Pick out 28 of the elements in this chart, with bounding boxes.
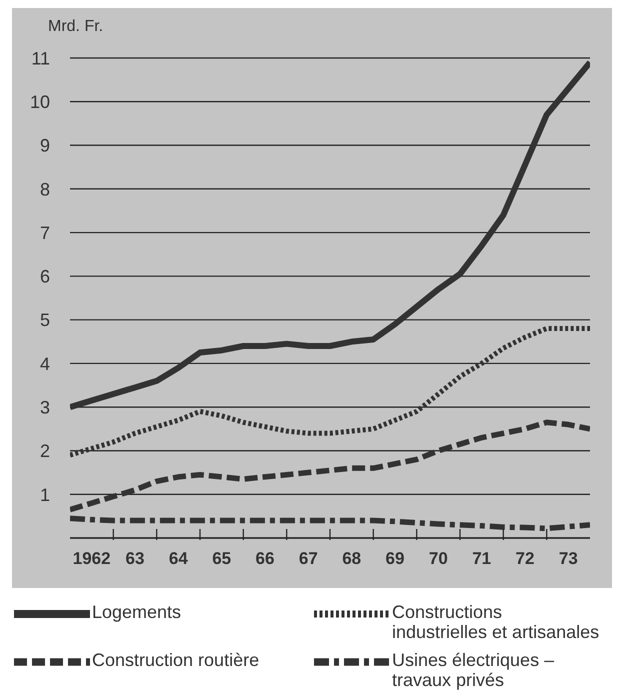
y-tick-label: 9 <box>40 136 50 156</box>
x-tick-label: 69 <box>386 549 404 568</box>
y-tick-label: 11 <box>31 48 50 68</box>
x-tick-label: 63 <box>126 549 144 568</box>
y-axis-title: Mrd. Fr. <box>48 18 104 36</box>
x-tick-label: 70 <box>428 549 448 568</box>
y-tick-label: 7 <box>40 222 50 243</box>
x-tick-label: 68 <box>342 549 362 568</box>
x-tick-label: 1962 <box>72 549 111 568</box>
y-tick-label: 2 <box>40 441 50 462</box>
legend-label: Constructions industrielles et artisanales <box>392 602 600 642</box>
x-tick-label: 65 <box>212 549 232 568</box>
x-tick-label: 71 <box>472 549 492 568</box>
y-tick-label: 3 <box>40 397 50 418</box>
y-tick-label: 1 <box>40 484 50 505</box>
legend-label: Construction routière <box>92 650 260 670</box>
y-tick-label: 6 <box>40 266 50 287</box>
x-tick-label: 64 <box>168 549 188 568</box>
x-tick-label: 72 <box>516 549 534 568</box>
x-tick-label: 66 <box>256 549 274 568</box>
x-tick-label: 73 <box>558 549 578 568</box>
legend-label: Usines électriques – travaux privés <box>392 650 556 690</box>
y-tick-label: 10 <box>30 92 50 112</box>
y-tick-label: 4 <box>40 354 50 374</box>
y-tick-label: 5 <box>40 310 50 330</box>
x-tick-label: 67 <box>298 549 318 568</box>
y-tick-label: 8 <box>40 179 50 200</box>
legend-label: Logements <box>92 602 182 622</box>
